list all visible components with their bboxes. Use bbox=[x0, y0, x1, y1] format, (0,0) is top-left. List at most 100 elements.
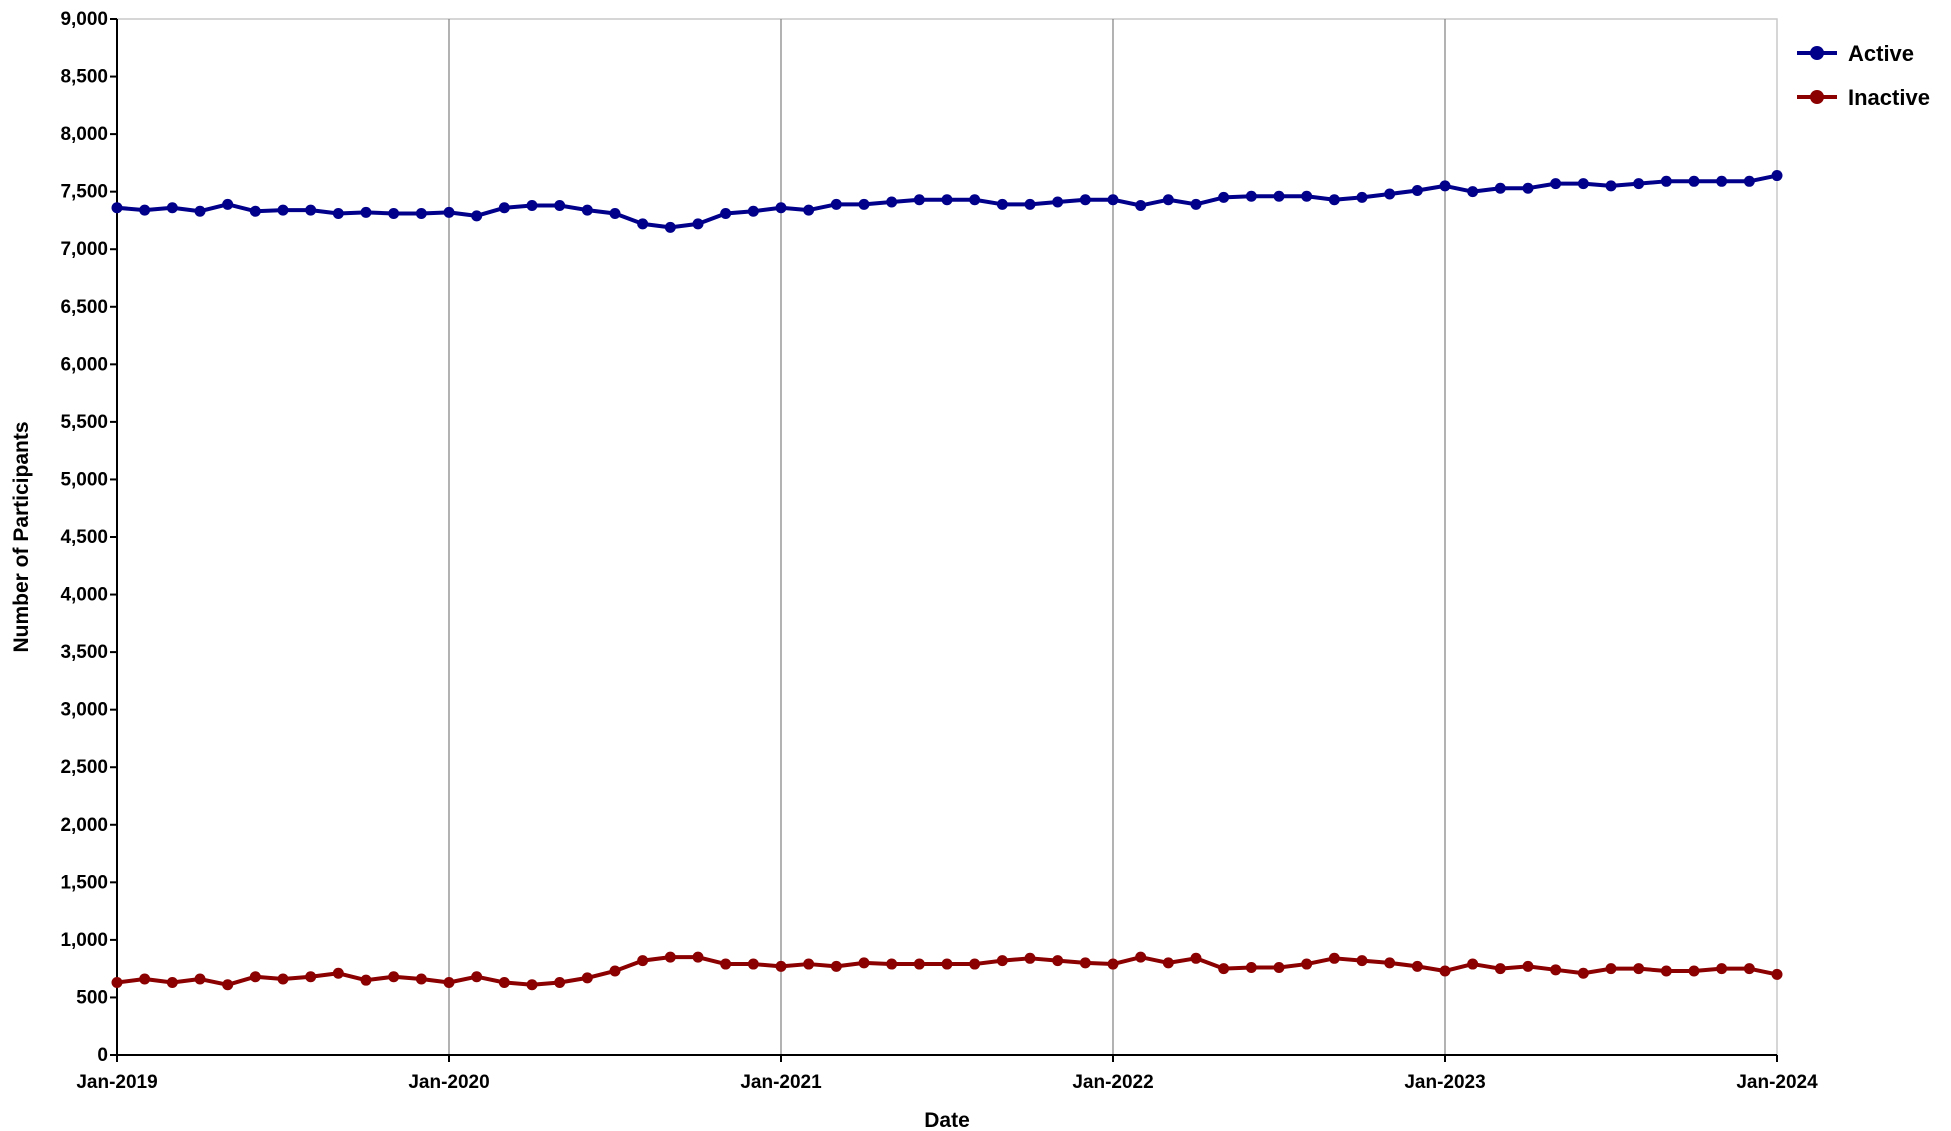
data-point-inactive bbox=[111, 976, 123, 988]
data-point-inactive bbox=[1162, 957, 1174, 969]
data-point-active bbox=[1522, 182, 1534, 194]
data-point-inactive bbox=[913, 958, 925, 970]
data-point-active bbox=[941, 194, 953, 206]
y-tick-label: 4,000 bbox=[60, 585, 108, 606]
data-point-inactive bbox=[1743, 963, 1755, 975]
data-point-inactive bbox=[1439, 965, 1451, 977]
legend-label: Inactive bbox=[1848, 85, 1930, 110]
data-point-inactive bbox=[139, 973, 151, 985]
data-point-active bbox=[194, 205, 206, 217]
data-point-inactive bbox=[692, 951, 704, 963]
data-point-active bbox=[1328, 194, 1340, 206]
data-point-inactive bbox=[305, 971, 317, 983]
data-point-active bbox=[1716, 175, 1728, 187]
y-tick-label: 8,500 bbox=[60, 67, 108, 88]
data-point-inactive bbox=[1245, 962, 1257, 974]
data-point-active bbox=[222, 198, 234, 210]
data-point-active bbox=[415, 208, 427, 220]
data-point-active bbox=[830, 198, 842, 210]
series bbox=[111, 170, 1783, 991]
data-point-inactive bbox=[1411, 960, 1423, 972]
data-point-inactive bbox=[222, 979, 234, 991]
y-tick-label: 4,500 bbox=[60, 527, 108, 548]
data-point-inactive bbox=[1771, 968, 1783, 980]
data-point-inactive bbox=[388, 971, 400, 983]
y-tick-label: 9,000 bbox=[60, 9, 108, 30]
data-point-inactive bbox=[1273, 962, 1285, 974]
data-point-active bbox=[1079, 194, 1091, 206]
data-point-inactive bbox=[830, 960, 842, 972]
data-point-inactive bbox=[277, 973, 289, 985]
data-point-inactive bbox=[720, 958, 732, 970]
y-axis-ticks: 0 500 1,000 1,500 2,000 2,500 3,000 3,500 4,000 4… bbox=[60, 9, 117, 1066]
data-point-active bbox=[637, 218, 649, 230]
data-point-inactive bbox=[332, 967, 344, 979]
data-point-inactive bbox=[609, 965, 621, 977]
data-point-active bbox=[1771, 170, 1783, 182]
data-point-active bbox=[692, 218, 704, 230]
data-point-active bbox=[443, 206, 455, 218]
legend-item-inactive: Inactive bbox=[1797, 85, 1930, 110]
data-point-active bbox=[886, 196, 898, 208]
data-point-active bbox=[305, 204, 317, 216]
y-tick-label: 1,000 bbox=[60, 930, 108, 951]
data-point-inactive bbox=[249, 971, 261, 983]
data-point-active bbox=[277, 204, 289, 216]
data-point-inactive bbox=[1218, 963, 1230, 975]
data-point-active bbox=[1273, 190, 1285, 202]
y-tick-label: 5,000 bbox=[60, 469, 108, 490]
data-point-active bbox=[775, 202, 787, 214]
data-point-inactive bbox=[1467, 958, 1479, 970]
data-point-active bbox=[111, 202, 123, 214]
vertical-gridlines bbox=[448, 19, 1446, 1055]
data-point-active bbox=[1301, 190, 1313, 202]
data-point-active bbox=[166, 202, 178, 214]
data-point-active bbox=[1688, 175, 1700, 187]
data-point-active bbox=[1411, 185, 1423, 197]
data-point-active bbox=[1467, 186, 1479, 198]
data-point-inactive bbox=[664, 951, 676, 963]
data-point-active bbox=[1135, 199, 1147, 211]
plot-area bbox=[116, 18, 1778, 1056]
data-point-inactive bbox=[637, 955, 649, 967]
data-point-inactive bbox=[194, 973, 206, 985]
data-point-inactive bbox=[1135, 951, 1147, 963]
data-point-inactive bbox=[498, 976, 510, 988]
x-tick-label: Jan-2022 bbox=[1072, 1072, 1153, 1093]
data-point-active bbox=[664, 221, 676, 233]
data-point-inactive bbox=[1522, 960, 1534, 972]
data-point-active bbox=[1218, 191, 1230, 203]
data-point-active bbox=[249, 205, 261, 217]
data-point-inactive bbox=[886, 958, 898, 970]
data-point-inactive bbox=[775, 960, 787, 972]
data-point-inactive bbox=[858, 957, 870, 969]
x-tick-label: Jan-2024 bbox=[1736, 1072, 1818, 1093]
data-point-active bbox=[747, 205, 759, 217]
data-point-active bbox=[1024, 198, 1036, 210]
data-point-inactive bbox=[1688, 965, 1700, 977]
legend: Active Inactive bbox=[1797, 41, 1930, 110]
data-point-active bbox=[1190, 198, 1202, 210]
data-point-active bbox=[1245, 190, 1257, 202]
x-tick-label: Jan-2019 bbox=[76, 1072, 157, 1093]
data-point-active bbox=[996, 198, 1008, 210]
data-point-active bbox=[969, 194, 981, 206]
data-point-active bbox=[554, 199, 566, 211]
data-point-active bbox=[332, 208, 344, 220]
data-point-inactive bbox=[166, 976, 178, 988]
data-point-inactive bbox=[554, 976, 566, 988]
data-point-active bbox=[913, 194, 925, 206]
data-point-inactive bbox=[1079, 957, 1091, 969]
data-point-inactive bbox=[526, 979, 538, 991]
data-point-active bbox=[1660, 175, 1672, 187]
data-point-inactive bbox=[1577, 967, 1589, 979]
y-tick-label: 3,000 bbox=[60, 700, 108, 721]
y-tick-label: 7,500 bbox=[60, 182, 108, 203]
y-tick-label: 8,000 bbox=[60, 124, 108, 145]
data-point-active bbox=[720, 208, 732, 220]
data-point-active bbox=[858, 198, 870, 210]
y-tick-label: 500 bbox=[76, 987, 108, 1008]
legend-marker bbox=[1810, 46, 1824, 60]
data-point-inactive bbox=[1024, 952, 1036, 964]
